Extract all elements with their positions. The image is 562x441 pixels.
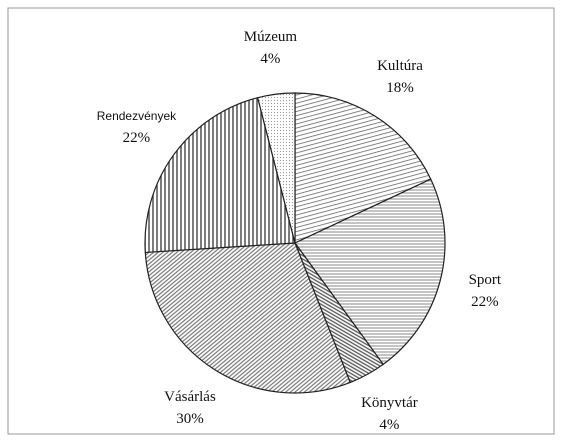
pie-slice [256, 92, 296, 244]
slice-label: Vásárlás [164, 389, 216, 405]
slice-value-label: 4% [260, 51, 280, 67]
frame [7, 7, 555, 435]
slice-value-label: 18% [386, 80, 414, 96]
slice-value-label: 22% [123, 130, 151, 146]
slice-value-label: 22% [471, 294, 499, 310]
slice-label: Könyvtár [361, 395, 418, 411]
slice-value-label: 30% [176, 411, 204, 427]
pie-slice [294, 178, 446, 366]
slice-label: Sport [469, 272, 502, 288]
pie-slice [144, 96, 296, 254]
pie-slice [294, 92, 432, 244]
slice-label: Múzeum [244, 29, 298, 45]
slice-value-label: 4% [379, 417, 399, 433]
slice-label: Rendezvények [97, 109, 177, 123]
slice-label: Kultúra [377, 58, 423, 74]
pie-slice [144, 242, 351, 394]
